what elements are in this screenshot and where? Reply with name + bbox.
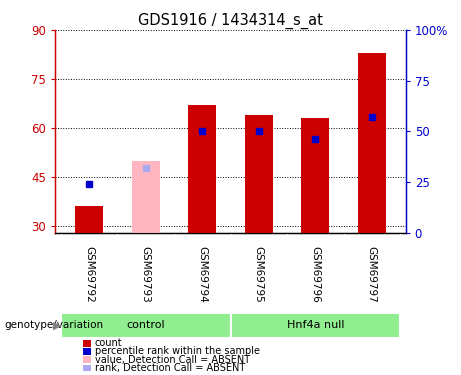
Text: GSM69793: GSM69793 [141,246,151,302]
Bar [75,206,103,232]
FancyBboxPatch shape [230,313,400,338]
Text: genotype/variation: genotype/variation [5,320,104,330]
Bar [245,115,273,232]
Text: ▶: ▶ [53,320,61,330]
Text: rank, Detection Call = ABSENT: rank, Detection Call = ABSENT [95,363,245,373]
Text: GSM69797: GSM69797 [367,246,377,302]
Title: GDS1916 / 1434314_s_at: GDS1916 / 1434314_s_at [138,12,323,28]
Bar [301,118,330,232]
Text: value, Detection Call = ABSENT: value, Detection Call = ABSENT [95,355,250,364]
Text: Hnf4a null: Hnf4a null [287,320,344,330]
Text: percentile rank within the sample: percentile rank within the sample [95,346,260,356]
Text: GSM69796: GSM69796 [310,246,320,302]
FancyBboxPatch shape [61,313,230,338]
Bar [188,105,216,232]
Text: GSM69792: GSM69792 [84,246,94,302]
Text: GSM69794: GSM69794 [197,246,207,302]
Text: control: control [126,320,165,330]
Bar [358,53,386,232]
Bar [131,160,160,232]
Text: GSM69795: GSM69795 [254,246,264,302]
Text: count: count [95,338,123,348]
